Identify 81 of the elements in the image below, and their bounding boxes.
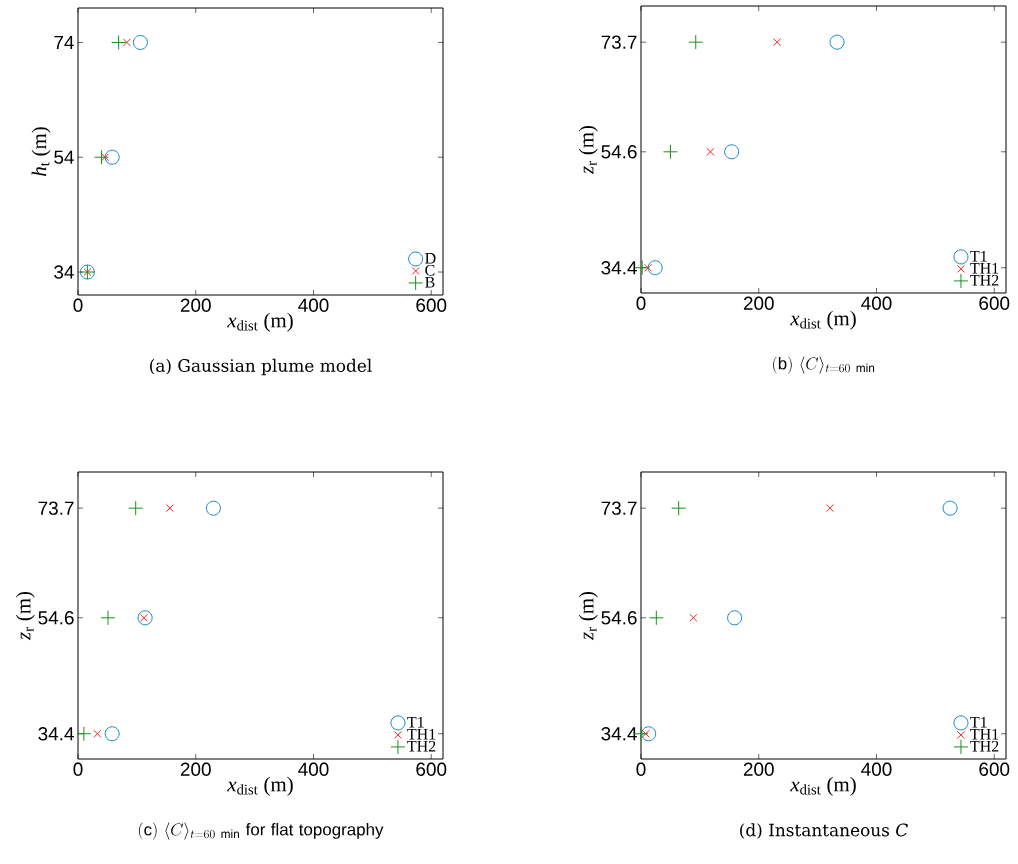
legend-label: TH2 [970, 274, 999, 286]
text: (d) Instantaneous C [740, 823, 908, 839]
x-tick-label: 600 [979, 296, 1010, 310]
y-tick-label: 54.6 [601, 145, 637, 159]
y-tick-label: 34.4 [601, 727, 637, 741]
y-tick-label: 34.4 [38, 727, 74, 741]
legend-label: B [425, 277, 435, 288]
y-axis-title: z$_{r}$ (m) [578, 125, 598, 175]
x-tick-label: 0 [73, 298, 83, 312]
y-tick-label: 73.7 [38, 501, 74, 515]
x-tick-label: 200 [743, 296, 774, 310]
point [641, 726, 657, 742]
point [647, 260, 663, 276]
legend-label: D [425, 253, 436, 264]
x-axis-title: x$_{dist}$ (m) [227, 312, 293, 332]
legend-label: C [425, 264, 435, 276]
point [724, 144, 740, 160]
y-tick-label: 34.4 [601, 261, 637, 275]
text: $\mathrm{(c)}\ \langle C\rangle_{t=60~\mathrm{min}}\ \mathrm{for~flat~topography}$ [139, 822, 384, 840]
point [671, 500, 687, 516]
x-tick-label: 600 [416, 762, 447, 776]
x-tick-label: 200 [743, 762, 774, 776]
x-tick-label: 400 [861, 296, 892, 310]
point [101, 153, 110, 162]
x-tick-label: 600 [979, 762, 1010, 776]
point [122, 38, 131, 47]
text: (a) Gaussian plume model [150, 358, 372, 376]
y-axis-title: z$_{r}$ (m) [578, 591, 598, 641]
y-tick-label: 73.7 [601, 35, 637, 49]
point [76, 726, 92, 742]
y-tick-label: 54.6 [601, 611, 637, 625]
legend-label: TH1 [970, 728, 999, 740]
legend-label: T1 [970, 250, 987, 262]
y-axis-title: z$_{r}$ (m) [15, 591, 35, 641]
y-tick-label: 34 [54, 265, 74, 279]
point [165, 504, 174, 513]
legend-label: TH1 [407, 728, 436, 740]
point [825, 504, 835, 513]
point [137, 610, 153, 626]
legend-label: TH2 [970, 740, 999, 752]
legend-label: TH1 [970, 262, 999, 274]
x-tick-label: 0 [636, 762, 646, 776]
y-axis-title: h$_{t}$ (m) [31, 127, 51, 176]
point [205, 500, 221, 516]
x-tick-label: 400 [298, 762, 329, 776]
point [727, 610, 743, 626]
x-axis-title: x$_{dist}$ (m) [790, 776, 856, 796]
x-tick-label: 400 [298, 298, 329, 312]
y-tick-label: 73.7 [601, 501, 637, 515]
point [94, 149, 110, 165]
x-tick-label: 0 [73, 762, 83, 776]
x-tick-label: 0 [636, 296, 646, 310]
x-tick-label: 400 [861, 762, 892, 776]
x-axis-title: x$_{dist}$ (m) [790, 310, 856, 330]
text: $\mathrm{(b)}\ \langle C\rangle_{t=60~\mathrm{min}}$ [773, 356, 875, 374]
point [688, 34, 704, 50]
x-tick-label: 200 [180, 298, 211, 312]
legend-label: TH2 [407, 740, 436, 752]
x-tick-label: 600 [416, 298, 447, 312]
legend-label: T1 [407, 716, 424, 728]
point [648, 610, 664, 626]
point [111, 34, 127, 50]
point [132, 34, 148, 50]
point [772, 38, 782, 47]
point [942, 500, 958, 516]
point [100, 610, 116, 626]
x-tick-label: 200 [180, 762, 211, 776]
legend-label: T1 [970, 716, 987, 728]
point [706, 147, 715, 156]
point [644, 263, 653, 272]
point [104, 149, 120, 165]
point [689, 613, 698, 622]
y-tick-label: 54.6 [38, 611, 74, 625]
x-axis-title: x$_{dist}$ (m) [227, 776, 293, 796]
y-tick-label: 74 [54, 35, 74, 49]
point [104, 726, 120, 742]
point [128, 500, 144, 516]
y-tick-label: 54 [54, 150, 74, 164]
point [662, 144, 678, 160]
point [829, 34, 845, 50]
point [93, 729, 102, 738]
